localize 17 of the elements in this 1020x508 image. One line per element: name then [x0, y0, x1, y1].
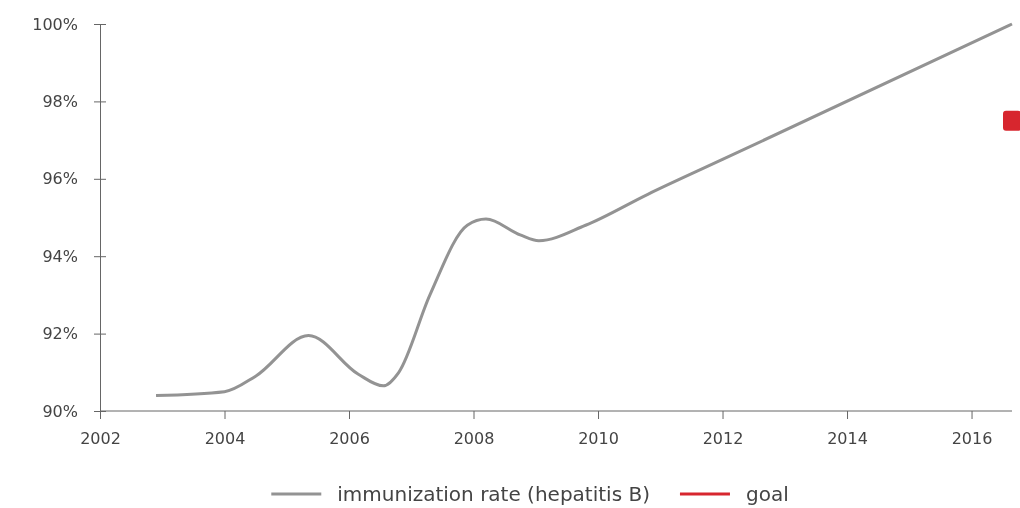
- y-tick-label: 92%: [42, 324, 78, 344]
- x-tick-label: 2014: [827, 429, 868, 449]
- legend-label: goal: [745, 482, 789, 506]
- y-tick-label: 98%: [42, 92, 78, 112]
- x-tick-label: 2006: [329, 429, 370, 449]
- x-tick-label: 2012: [702, 429, 744, 449]
- y-tick-label: 90%: [42, 401, 78, 421]
- x-tick-label: 2004: [204, 429, 246, 449]
- y-tick-label: 96%: [42, 169, 78, 189]
- x-tick-label: 2010: [578, 429, 619, 449]
- x-tick-label: 2008: [453, 429, 495, 449]
- x-tick-label: 2002: [80, 429, 121, 449]
- legend-label: immunization rate (hepatitis B): [337, 482, 650, 506]
- line-series: [154, 22, 1014, 398]
- y-tick-label: 94%: [42, 246, 78, 266]
- x-tick-label: 2016: [951, 429, 993, 449]
- y-tick-label: 100%: [32, 14, 78, 34]
